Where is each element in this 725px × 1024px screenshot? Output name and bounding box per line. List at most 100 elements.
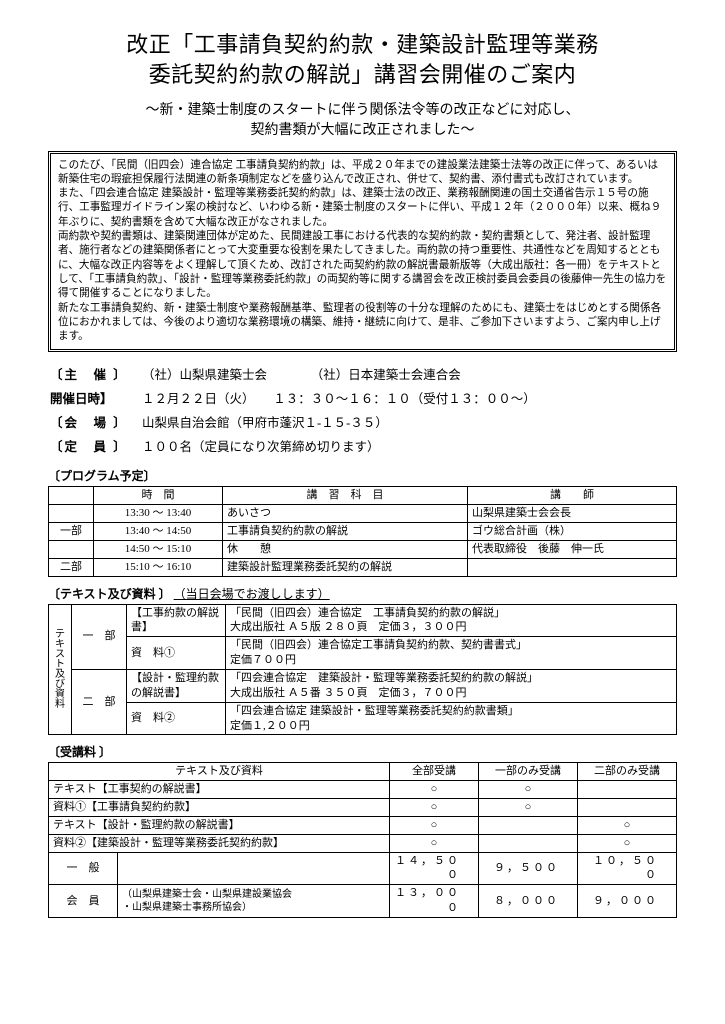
fee-p1: ○ bbox=[479, 781, 578, 799]
program-time: 15:10 ～ 16:10 bbox=[94, 558, 223, 576]
fee-price-sub bbox=[118, 852, 390, 885]
subtitle: ～新・建築士制度のスタートに伴う関係法令等の改正などに対応し、 契約書類が大幅に… bbox=[48, 101, 677, 140]
program-time: 13:40 ～ 14:50 bbox=[94, 523, 223, 541]
program-section: 二部 bbox=[49, 558, 94, 576]
text-kind: 【設計・監理約款の解説書】 bbox=[127, 670, 226, 703]
fee-price-label: 会 員 bbox=[49, 885, 118, 918]
fee-table: テキスト及び資料 全部受講 一部のみ受講 二部のみ受講 テキスト【工事契約の解説… bbox=[48, 762, 677, 918]
fee-p1 bbox=[479, 834, 578, 852]
fee-header-p1: 一部のみ受講 bbox=[479, 763, 578, 781]
subtitle-line1: ～新・建築士制度のスタートに伴う関係法令等の改正などに対応し、 bbox=[146, 103, 580, 118]
fee-price-sub: （山梨県建築士会・山梨県建設業協会・山梨県建築士事務所協会） bbox=[118, 885, 390, 918]
program-subject: 建築設計監理業務委託契約の解説 bbox=[223, 558, 468, 576]
info-block: 〔主 催 〕 （社）山梨県建築士会 （社）日本建築士会連合会 開催日時】 １２月… bbox=[50, 364, 675, 459]
table-row: テキスト【設計・監理約款の解説書】○○ bbox=[49, 816, 677, 834]
host-label: 〔主 催 〕 bbox=[50, 364, 142, 388]
program-lecturer: 代表取締役 後藤 伸一氏 bbox=[468, 540, 677, 558]
program-subject: 休 憩 bbox=[223, 540, 468, 558]
fee-item-label: 資料①【工事請負契約約款】 bbox=[49, 799, 390, 817]
capacity-label: 〔定 員 〕 bbox=[50, 436, 142, 460]
fee-price-all: １３，０００ bbox=[390, 885, 479, 918]
program-section bbox=[49, 505, 94, 523]
venue-value: 山梨県自治会館（甲府市蓬沢１‐１５‐３５） bbox=[142, 412, 675, 436]
fee-p2 bbox=[578, 781, 677, 799]
fee-price-p2: １０，５００ bbox=[578, 852, 677, 885]
fee-price-p2: ９，０００ bbox=[578, 885, 677, 918]
table-row: 一部13:40 ～ 14:50工事請負契約約款の解説ゴウ総合計画（株） bbox=[49, 523, 677, 541]
fee-p1 bbox=[479, 816, 578, 834]
fee-item-label: テキスト【設計・監理約款の解説書】 bbox=[49, 816, 390, 834]
program-header-lecturer: 講 師 bbox=[468, 487, 677, 505]
fee-header-p2: 二部のみ受講 bbox=[578, 763, 677, 781]
fee-item-label: 資料②【建築設計・監理等業務委託契約約款】 bbox=[49, 834, 390, 852]
program-table: 時 間 講 習 科 目 講 師 13:30 ～ 13:40あいさつ山梨県建築士会… bbox=[48, 486, 677, 576]
fee-price-label: 一 般 bbox=[49, 852, 118, 885]
text-desc: 「四会連合協定 建築設計・監理等業務委託契約約款の解説」大成出版社 Ａ５番 ３５… bbox=[226, 670, 677, 703]
fee-p2: ○ bbox=[578, 816, 677, 834]
text-kind: 資 料① bbox=[127, 637, 226, 670]
fee-item-label: テキスト【工事契約の解説書】 bbox=[49, 781, 390, 799]
program-subject: 工事請負契約約款の解説 bbox=[223, 523, 468, 541]
fee-all: ○ bbox=[390, 799, 479, 817]
text-note: （当日会場でお渡しします） bbox=[174, 587, 330, 601]
subtitle-line2: 契約書類が大幅に改正されました～ bbox=[251, 123, 475, 138]
date-value: １２月２２日（火） １３：３０～１６：１０（受付１３：００～） bbox=[142, 388, 675, 412]
table-row: 13:30 ～ 13:40あいさつ山梨県建築士会会長 bbox=[49, 505, 677, 523]
program-lecturer: ゴウ総合計画（株） bbox=[468, 523, 677, 541]
text-label: 〔テキスト及び資料 〕 （当日会場でお渡しします） bbox=[48, 585, 677, 602]
program-lecturer bbox=[468, 558, 677, 576]
date-label: 開催日時】 bbox=[50, 388, 142, 412]
text-kind: 【工事約款の解説書】 bbox=[127, 604, 226, 637]
intro-box: このたび、「民間（旧四会）連合協定 工事請負契約約款」は、平成２０年までの建設業… bbox=[48, 151, 677, 353]
fee-all: ○ bbox=[390, 781, 479, 799]
program-section: 一部 bbox=[49, 523, 94, 541]
fee-price-p1: ９，５００ bbox=[479, 852, 578, 885]
host-value: （社）山梨県建築士会 （社）日本建築士会連合会 bbox=[142, 364, 675, 388]
fee-price-all: １４，５００ bbox=[390, 852, 479, 885]
text-side-label: テキスト及び資料 bbox=[49, 604, 72, 735]
text-kind: 資 料② bbox=[127, 702, 226, 735]
text-desc: 「四会連合協定 建築設計・監理等業務委託契約約款書類」定価１,２００円 bbox=[226, 702, 677, 735]
program-section bbox=[49, 540, 94, 558]
text-table: テキスト及び資料一 部【工事約款の解説書】「民間（旧四会）連合協定 工事請負契約… bbox=[48, 604, 677, 736]
fee-p2 bbox=[578, 799, 677, 817]
capacity-value: １００名（定員になり次第締め切ります） bbox=[142, 436, 675, 460]
program-header-section bbox=[49, 487, 94, 505]
table-row: 資料①【工事請負契約約款】○○ bbox=[49, 799, 677, 817]
fee-all: ○ bbox=[390, 834, 479, 852]
title-line2: 委託契約約款の解説」講習会開催のご案内 bbox=[149, 62, 577, 87]
table-row: 二 部【設計・監理約款の解説書】「四会連合協定 建築設計・監理等業務委託契約約款… bbox=[49, 670, 677, 703]
program-label: 〔プログラム予定〕 bbox=[48, 467, 677, 484]
table-row: テキスト及び資料一 部【工事約款の解説書】「民間（旧四会）連合協定 工事請負契約… bbox=[49, 604, 677, 637]
table-row: 資 料①「民間（旧四会）連合協定工事請負契約約款、契約書書式」定価７００円 bbox=[49, 637, 677, 670]
fee-price-p1: ８，０００ bbox=[479, 885, 578, 918]
table-row: 資料②【建築設計・監理等業務委託契約約款】○○ bbox=[49, 834, 677, 852]
program-time: 14:50 ～ 15:10 bbox=[94, 540, 223, 558]
text-category: 一 部 bbox=[72, 604, 127, 669]
fee-p1: ○ bbox=[479, 799, 578, 817]
program-header-time: 時 間 bbox=[94, 487, 223, 505]
table-row: 会 員（山梨県建築士会・山梨県建設業協会・山梨県建築士事務所協会）１３，０００８… bbox=[49, 885, 677, 918]
text-label-text: 〔テキスト及び資料 〕 bbox=[48, 587, 171, 601]
table-row: 14:50 ～ 15:10休 憩代表取締役 後藤 伸一氏 bbox=[49, 540, 677, 558]
intro-text: このたび、「民間（旧四会）連合協定 工事請負契約約款」は、平成２０年までの建設業… bbox=[58, 159, 667, 345]
table-row: 一 般 １４，５００９，５００１０，５００ bbox=[49, 852, 677, 885]
fee-all: ○ bbox=[390, 816, 479, 834]
table-row: テキスト【工事契約の解説書】○○ bbox=[49, 781, 677, 799]
text-category: 二 部 bbox=[72, 670, 127, 735]
table-row: 二部15:10 ～ 16:10建築設計監理業務委託契約の解説 bbox=[49, 558, 677, 576]
fee-header-item: テキスト及び資料 bbox=[49, 763, 390, 781]
program-time: 13:30 ～ 13:40 bbox=[94, 505, 223, 523]
venue-label: 〔会 場 〕 bbox=[50, 412, 142, 436]
program-lecturer: 山梨県建築士会会長 bbox=[468, 505, 677, 523]
fee-header-all: 全部受講 bbox=[390, 763, 479, 781]
fee-p2: ○ bbox=[578, 834, 677, 852]
title-line1: 改正「工事請負契約約款・建築設計監理等業務 bbox=[126, 32, 599, 57]
page-title: 改正「工事請負契約約款・建築設計監理等業務 委託契約約款の解説」講習会開催のご案… bbox=[48, 30, 677, 89]
text-desc: 「民間（旧四会）連合協定 工事請負契約約款の解説」大成出版社 Ａ５版 ２８０頁 … bbox=[226, 604, 677, 637]
program-subject: あいさつ bbox=[223, 505, 468, 523]
text-desc: 「民間（旧四会）連合協定工事請負契約約款、契約書書式」定価７００円 bbox=[226, 637, 677, 670]
program-header-subject: 講 習 科 目 bbox=[223, 487, 468, 505]
table-row: 資 料②「四会連合協定 建築設計・監理等業務委託契約約款書類」定価１,２００円 bbox=[49, 702, 677, 735]
fee-label: 〔受講料 〕 bbox=[48, 743, 677, 760]
